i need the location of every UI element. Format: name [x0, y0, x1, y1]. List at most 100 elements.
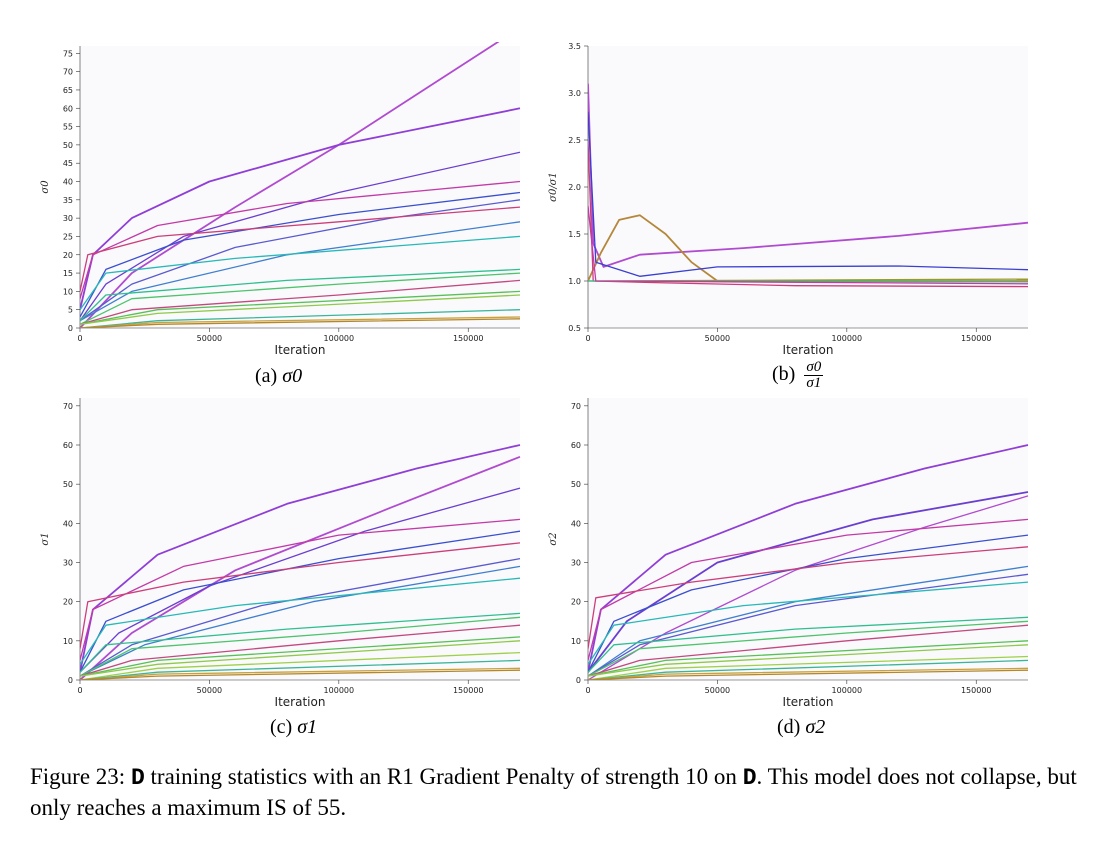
plot-area	[80, 46, 520, 328]
x-tick-label: 150000	[961, 334, 992, 343]
panel-b: 0.5 1.0 1.5 2.0 2.5 3.0 3.5 0 50000 100000 150000 I…	[548, 40, 1048, 365]
series-line-4	[80, 518, 521, 661]
series-line-7	[80, 557, 521, 677]
y-tick-label: 20	[63, 598, 73, 607]
y-axis-title: σ1	[40, 532, 51, 545]
y-tick-label: 25	[63, 232, 73, 241]
series-line-2	[80, 455, 521, 680]
x-tick-label: 150000	[453, 334, 484, 343]
subcaption-b-numerator: σ0	[804, 359, 824, 376]
subcaption-d-label: (d)	[777, 716, 801, 738]
series-line-18	[80, 669, 521, 680]
y-tick-label: 70	[63, 402, 73, 411]
series-line-8	[80, 221, 521, 322]
series-line-7	[80, 206, 521, 292]
y-tick-label: 10	[571, 637, 581, 646]
series-line-17	[588, 667, 1029, 680]
series-line-11	[588, 620, 1029, 677]
series-line-4	[80, 180, 521, 299]
plot-area	[80, 398, 520, 680]
series-line-13	[588, 640, 1029, 677]
series-line-6	[588, 546, 1029, 649]
y-tick-label: 20	[571, 598, 581, 607]
subcaption-a-symbol: σ0	[282, 365, 303, 387]
caption-mid: training statistics with an R1 Gradient …	[150, 764, 737, 789]
y-tick-label: 45	[63, 159, 73, 168]
series-group	[588, 83, 1029, 288]
series-line-9	[588, 581, 1029, 665]
x-tick-label: 0	[77, 686, 82, 695]
plot-area	[588, 398, 1028, 680]
chart-c: 0 10 20 30 40 50 60 70 0 50000 100000 150000 Iterati…	[40, 398, 521, 709]
caption-code-2: D	[742, 765, 757, 791]
x-axis-title: Iteration	[275, 695, 326, 709]
y-tick-label: 0.5	[568, 324, 581, 333]
subcaption-d: (d) σ2	[777, 716, 825, 739]
series-line-10	[80, 612, 521, 673]
panel-d: 0 10 20 30 40 50 60 70 0 50000 100000 150000 Iterati…	[548, 392, 1048, 717]
y-tick-label: 55	[63, 123, 73, 132]
y-tick-label: 70	[571, 402, 581, 411]
x-tick-label: 0	[77, 334, 82, 343]
panel-c: 0 10 20 30 40 50 60 70 0 50000 100000 150000 Iterati…	[40, 392, 540, 717]
series-line-9	[80, 577, 521, 665]
y-tick-label: 5	[68, 306, 73, 315]
y-axis-title: σ0	[40, 180, 51, 194]
series-line-13	[80, 290, 521, 325]
y-tick-label: 30	[63, 214, 73, 223]
y-tick-label: 2.0	[568, 183, 581, 192]
series-line-10	[80, 268, 521, 322]
y-tick-label: 35	[63, 196, 73, 205]
series-line-7	[588, 205, 1029, 285]
series-line-6	[80, 542, 521, 649]
y-tick-label: 50	[571, 480, 581, 489]
series-line-12	[80, 624, 521, 677]
panel-a: 0 5 10 15 20 25 30 35 40 45 50 55 60 65 70 75 0 50000 1000…	[40, 40, 540, 365]
y-tick-label: 0	[68, 676, 73, 685]
subcaption-b-fraction: σ0 σ1	[804, 359, 824, 391]
y-tick-label: 60	[63, 441, 73, 450]
series-line-6	[80, 199, 521, 322]
series-line-7	[588, 565, 1029, 677]
subcaption-a: (a) σ0	[255, 365, 302, 388]
x-tick-label: 50000	[197, 334, 222, 343]
series-line-17	[80, 318, 521, 328]
x-tick-label: 100000	[832, 334, 863, 343]
caption-code: D	[130, 765, 145, 791]
y-tick-label: 50	[63, 141, 73, 150]
y-tick-label: 30	[63, 559, 73, 568]
y-tick-label: 30	[571, 559, 581, 568]
y-tick-label: 2.5	[568, 136, 581, 145]
y-axis-title: σ2	[548, 532, 559, 545]
y-tick-label: 40	[571, 519, 581, 528]
series-line-17	[80, 667, 521, 680]
x-tick-label: 150000	[961, 686, 992, 695]
series-line-10	[588, 616, 1029, 673]
series-line-1	[80, 42, 500, 328]
subcaption-c-label: (c)	[270, 716, 293, 738]
series-line-13	[80, 636, 521, 677]
series-line-12	[588, 624, 1029, 677]
series-line-8	[80, 565, 521, 677]
series-line-14	[588, 644, 1029, 677]
series-line-18	[588, 669, 1029, 680]
y-tick-label: 60	[571, 441, 581, 450]
series-line-15	[80, 651, 521, 680]
x-tick-label: 50000	[705, 686, 730, 695]
x-tick-label: 50000	[705, 334, 730, 343]
y-tick-label: 0	[576, 676, 581, 685]
series-line-14	[80, 640, 521, 677]
series-line-4	[588, 518, 1029, 661]
subcaption-b-label: (b)	[772, 363, 796, 386]
y-tick-label: 10	[63, 287, 73, 296]
chart-a: 0 5 10 15 20 25 30 35 40 45 50 55 60 65 70 75 0 50000 1000…	[40, 42, 521, 357]
y-tick-label: 3.5	[568, 42, 581, 51]
subcaption-a-label: (a)	[255, 365, 278, 387]
x-tick-label: 0	[585, 686, 590, 695]
subcaption-b: (b) σ0 σ1	[772, 359, 824, 391]
series-line-3	[588, 111, 1029, 277]
y-tick-label: 40	[63, 178, 73, 187]
x-tick-label: 100000	[324, 686, 355, 695]
series-line-11	[80, 272, 521, 325]
y-tick-label: 70	[63, 68, 73, 77]
